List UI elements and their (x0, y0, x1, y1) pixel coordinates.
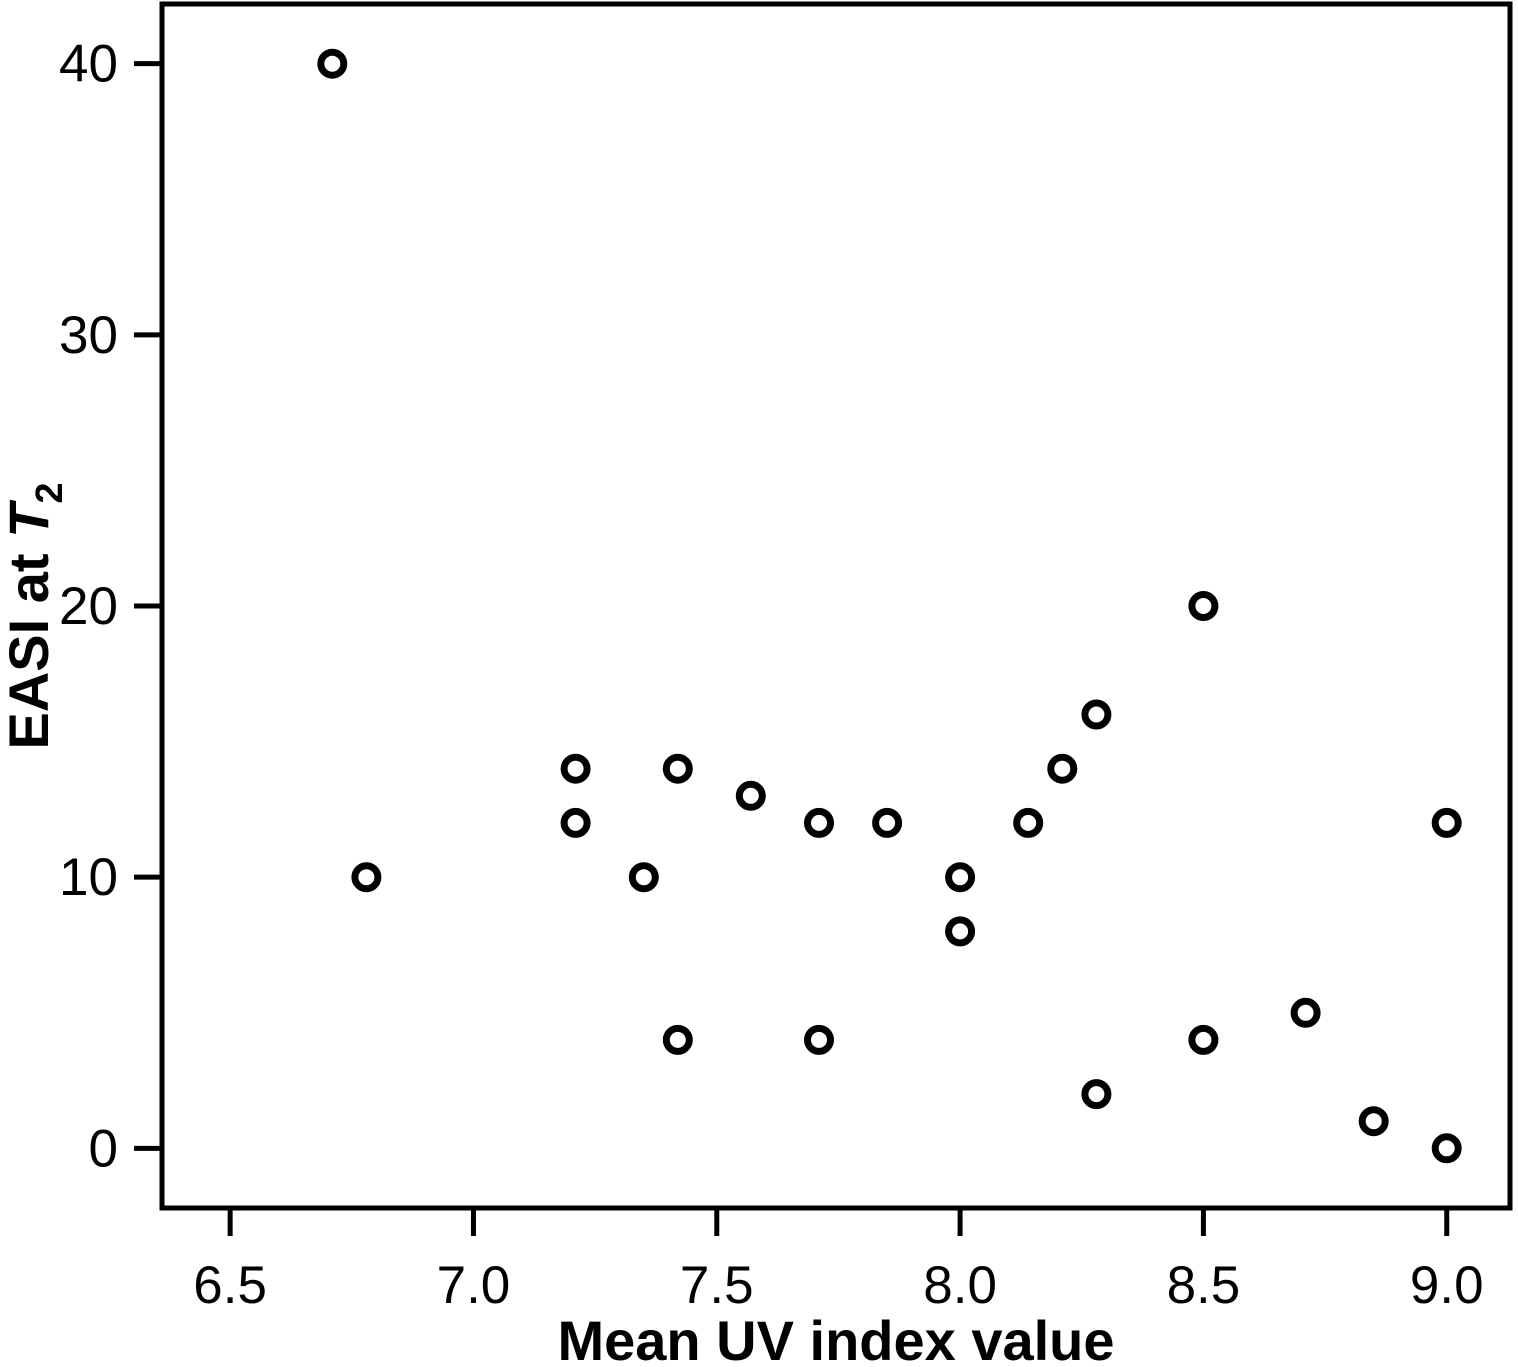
data-point (1431, 807, 1462, 838)
x-tick-label: 7.0 (437, 1256, 511, 1315)
data-point (735, 780, 766, 811)
x-tick-label: 6.5 (193, 1256, 267, 1315)
x-tick-label: 8.5 (1167, 1256, 1241, 1315)
data-point (662, 753, 693, 784)
data-point (560, 753, 591, 784)
x-axis-title: Mean UV index value (557, 1309, 1114, 1367)
y-axis-ticks: 0 10 20 30 40 (59, 35, 160, 1178)
plot-area-border (159, 1, 1513, 1211)
data-point (1188, 1024, 1219, 1055)
data-point (945, 916, 976, 947)
y-tick-label: 0 (89, 1119, 118, 1178)
y-axis-title-prefix: EASI at (0, 538, 60, 750)
x-tick-label: 8.0 (923, 1256, 997, 1315)
data-point (1431, 1133, 1462, 1164)
data-point (1358, 1106, 1389, 1137)
data-point (628, 862, 659, 893)
y-tick-label: 10 (59, 848, 118, 907)
data-point (1081, 1079, 1112, 1110)
x-axis-ticks: 6.5 7.0 7.5 8.0 8.5 9.0 (193, 1210, 1484, 1315)
y-tick-label: 40 (59, 35, 118, 94)
y-tick-label: 30 (59, 306, 118, 365)
data-point (945, 862, 976, 893)
data-point (804, 807, 834, 838)
data-point (1081, 699, 1112, 730)
data-point (1290, 997, 1321, 1028)
data-points (317, 48, 1462, 1164)
data-point (1047, 753, 1078, 784)
x-tick-label: 9.0 (1410, 1256, 1484, 1315)
y-axis-title-subscript: 2 (29, 483, 71, 504)
y-axis-title-symbol: T (0, 499, 60, 538)
x-tick-label: 7.5 (680, 1256, 754, 1315)
y-tick-label: 20 (59, 577, 118, 636)
data-point (662, 1024, 693, 1055)
data-point (351, 862, 382, 893)
data-point (317, 48, 348, 79)
data-point (804, 1024, 834, 1055)
data-point (1013, 807, 1044, 838)
data-point (1188, 591, 1219, 621)
data-point (872, 807, 903, 838)
y-axis-title: EASI at T2 (0, 483, 71, 750)
data-point (560, 807, 591, 838)
